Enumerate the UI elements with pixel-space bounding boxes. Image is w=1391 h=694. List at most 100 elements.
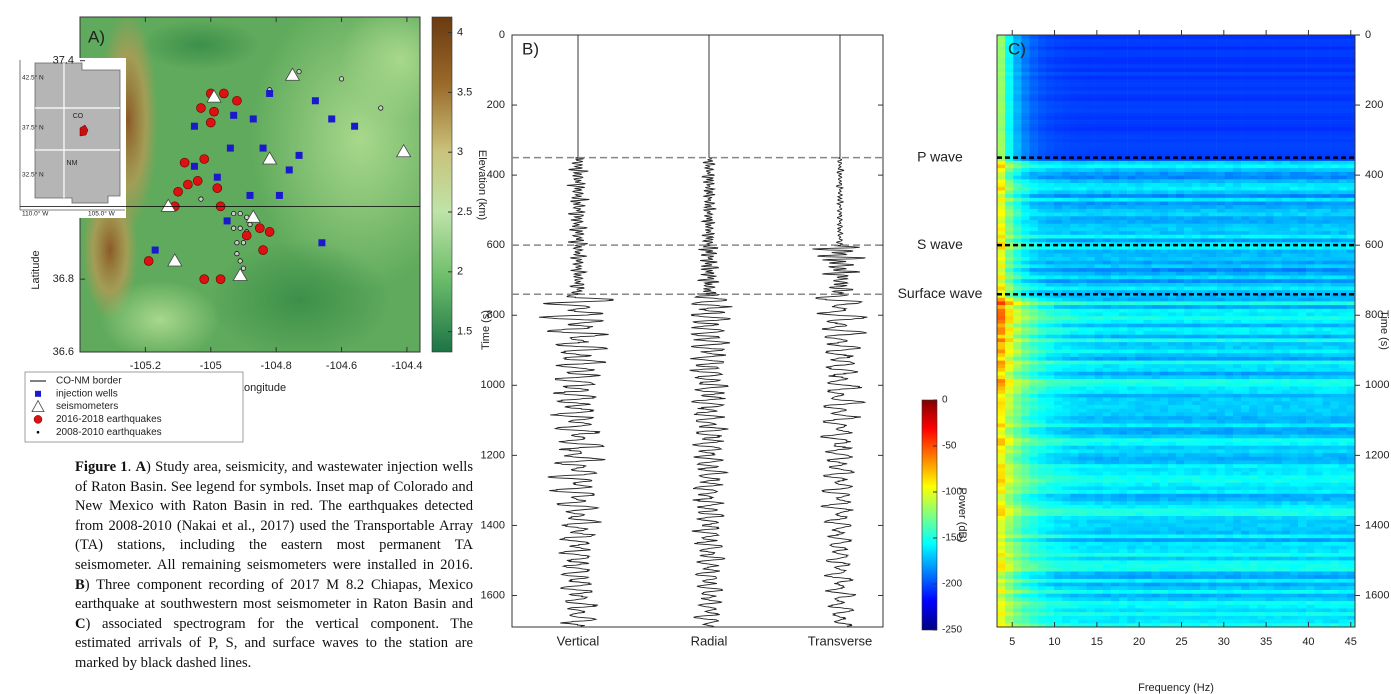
spectrogram-cell (1127, 87, 1135, 91)
spectrogram-cell (1160, 338, 1168, 342)
x-axis-label: Longitude (238, 382, 286, 394)
spectrogram-cell (1168, 131, 1176, 135)
spectrogram-cell (1135, 361, 1143, 365)
spectrogram-cell (1257, 420, 1265, 424)
spectrogram-cell (1095, 65, 1103, 69)
spectrogram-cell (997, 205, 1005, 209)
spectrogram-cell (1282, 431, 1290, 435)
spectrogram-cell (1306, 72, 1314, 76)
spectrogram-cell (1314, 416, 1322, 420)
spectrogram-cell (1103, 183, 1111, 187)
spectrogram-cell (1135, 94, 1143, 98)
spectrogram-cell (1070, 431, 1078, 435)
spectrogram-cell (1200, 168, 1208, 172)
spectrogram-cell (1119, 409, 1127, 413)
spectrogram-cell (1030, 205, 1038, 209)
spectrogram-cell (1152, 420, 1160, 424)
spectrogram-cell (1200, 190, 1208, 194)
spectrogram-cell (1290, 268, 1298, 272)
spectrogram-cell (1103, 301, 1111, 305)
spectrogram-cell (997, 342, 1005, 346)
spectrogram-cell (1144, 338, 1152, 342)
spectrogram-cell (1168, 91, 1176, 95)
spectrogram-cell (1111, 165, 1119, 169)
spectrogram-cell (1046, 72, 1054, 76)
spectrogram-cell (1030, 375, 1038, 379)
spectrogram-cell (1119, 239, 1127, 243)
spectrogram-cell (1274, 383, 1282, 387)
spectrogram-cell (1070, 416, 1078, 420)
spectrogram-cell (1192, 113, 1200, 117)
spectrogram-cell (1314, 165, 1322, 169)
spectrogram-cell (1038, 54, 1046, 58)
spectrogram-cell (1192, 253, 1200, 257)
spectrogram-cell (1021, 346, 1029, 350)
spectrogram-cell (1257, 264, 1265, 268)
spectrogram-cell (1103, 190, 1111, 194)
spectrogram-cell (1160, 165, 1168, 169)
spectrogram-cell (1200, 113, 1208, 117)
spectrogram-cell (1087, 416, 1095, 420)
spectrogram-cell (1184, 301, 1192, 305)
spectrogram-cell (1184, 150, 1192, 154)
spectrogram-cell (1209, 150, 1217, 154)
spectrogram-cell (1217, 246, 1225, 250)
spectrogram-cell (1152, 150, 1160, 154)
spectrogram-cell (1339, 231, 1347, 235)
spectrogram-cell (1257, 279, 1265, 283)
spectrogram-cell (1217, 65, 1225, 69)
spectrogram-cell (1233, 83, 1241, 87)
spectrogram-cell (1233, 416, 1241, 420)
spectrogram-cell (1217, 165, 1225, 169)
spectrogram-cell (1241, 324, 1249, 328)
spectrogram-cell (1168, 150, 1176, 154)
spectrogram-cell (1070, 94, 1078, 98)
spectrogram-cell (1038, 172, 1046, 176)
spectrogram-cell (1266, 246, 1274, 250)
spectrogram-cell (1306, 276, 1314, 280)
spectrogram-cell (1339, 272, 1347, 276)
spectrogram-cell (1266, 324, 1274, 328)
y-tick-label: 600 (487, 239, 505, 251)
spectrogram-cell (1168, 250, 1176, 254)
spectrogram-cell (1030, 198, 1038, 202)
spectrogram-cell (1021, 416, 1029, 420)
spectrogram-cell (1144, 124, 1152, 128)
spectrogram-cell (1217, 342, 1225, 346)
spectrogram-cell (1119, 42, 1127, 46)
spectrogram-cell (1225, 438, 1233, 442)
spectrogram-cell (1152, 142, 1160, 146)
spectrogram-cell (1347, 131, 1355, 135)
spectrogram-cell (1005, 353, 1013, 357)
spectrogram-cell (1225, 131, 1233, 135)
spectrogram-cell (1021, 412, 1029, 416)
spectrogram-cell (1331, 87, 1339, 91)
spectrogram-cell (1054, 128, 1062, 132)
spectrogram-cell (1078, 401, 1086, 405)
spectrogram-cell (1266, 276, 1274, 280)
spectrogram-cell (1249, 227, 1257, 231)
spectrogram-cell (1070, 109, 1078, 113)
spectrogram-cell (1298, 264, 1306, 268)
spectrogram-cell (1168, 435, 1176, 439)
spectrogram-cell (1038, 194, 1046, 198)
spectrogram-cell (1225, 268, 1233, 272)
spectrogram-cell (1274, 272, 1282, 276)
spectrogram-cell (1184, 268, 1192, 272)
spectrogram-cell (1233, 250, 1241, 254)
spectrogram-cell (997, 42, 1005, 46)
spectrogram-cell (1290, 172, 1298, 176)
spectrogram-cell (1127, 316, 1135, 320)
spectrogram-cell (1249, 102, 1257, 106)
spectrogram-cell (1119, 235, 1127, 239)
spectrogram-cell (1062, 327, 1070, 331)
spectrogram-cell (1339, 205, 1347, 209)
spectrogram-cell (1225, 142, 1233, 146)
spectrogram-cell (1054, 420, 1062, 424)
spectrogram-cell (1347, 279, 1355, 283)
spectrogram-cell (1266, 231, 1274, 235)
spectrogram-cell (1241, 239, 1249, 243)
spectrogram-cell (1038, 427, 1046, 431)
spectrogram-cell (1119, 250, 1127, 254)
spectrogram-cell (1046, 420, 1054, 424)
